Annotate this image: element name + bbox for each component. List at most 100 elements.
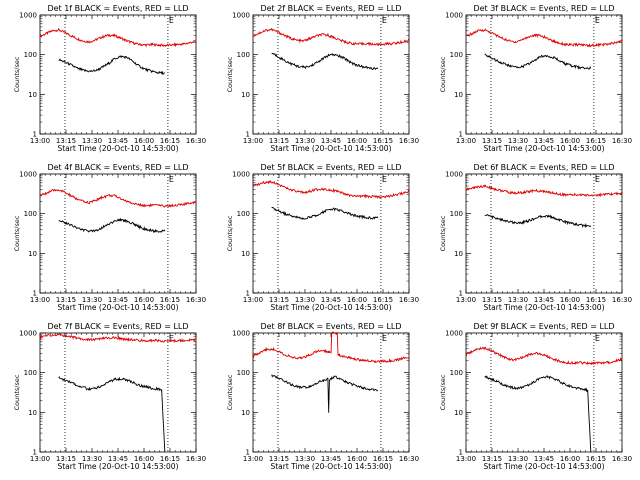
series-line-events bbox=[271, 374, 379, 413]
series-line-events bbox=[58, 55, 166, 76]
x-tick-label: 13:30 bbox=[82, 296, 102, 304]
x-tick-label: 13:45 bbox=[534, 455, 554, 463]
y-tick-label: 10 bbox=[28, 250, 37, 258]
x-tick-label: 13:45 bbox=[321, 455, 341, 463]
chart-title: Det 4f BLACK = Events, RED = LLD bbox=[47, 163, 188, 172]
y-tick-label: 1 bbox=[459, 449, 463, 457]
x-tick-label: 16:15 bbox=[160, 296, 180, 304]
x-tick-label: 13:00 bbox=[456, 455, 476, 463]
x-tick-label: 13:15 bbox=[269, 137, 289, 145]
y-tick-label: 100 bbox=[450, 51, 463, 59]
plot-frame bbox=[252, 173, 410, 294]
x-tick-label: 16:00 bbox=[347, 455, 367, 463]
series-line-lld bbox=[465, 346, 623, 366]
series-line-events bbox=[484, 374, 592, 453]
x-tick-label: 16:00 bbox=[347, 137, 367, 145]
x-axis-label: Start Time (20-Oct-10 14:53:00) bbox=[57, 144, 178, 153]
x-tick-label: 13:45 bbox=[108, 137, 128, 145]
series-line-lld bbox=[39, 188, 197, 208]
y-tick-label: 1 bbox=[459, 131, 463, 139]
y-axis-label: Counts/sec bbox=[439, 56, 447, 92]
plot-frame bbox=[39, 14, 197, 135]
x-tick-label: 13:30 bbox=[295, 455, 315, 463]
x-tick-label: 16:30 bbox=[399, 455, 419, 463]
x-tick-label: 13:30 bbox=[295, 296, 315, 304]
series-line-lld bbox=[39, 333, 197, 344]
series-line-lld bbox=[39, 27, 197, 48]
y-tick-label: 100 bbox=[24, 51, 37, 59]
series-line-lld bbox=[252, 331, 410, 364]
x-tick-label: 13:45 bbox=[108, 296, 128, 304]
x-tick-label: 13:15 bbox=[56, 455, 76, 463]
chart-title: Det 7f BLACK = Events, RED = LLD bbox=[47, 322, 188, 331]
y-axis-label: Counts/sec bbox=[13, 56, 21, 92]
x-axis-label: Start Time (20-Oct-10 14:53:00) bbox=[270, 144, 391, 153]
x-axis-label: Start Time (20-Oct-10 14:53:00) bbox=[57, 303, 178, 312]
y-tick-label: 1000 bbox=[19, 171, 37, 179]
x-tick-label: 16:15 bbox=[160, 137, 180, 145]
y-tick-label: 1000 bbox=[445, 12, 463, 20]
x-tick-label: 16:30 bbox=[186, 137, 206, 145]
x-tick-label: 16:15 bbox=[373, 137, 393, 145]
x-tick-label: 13:00 bbox=[30, 455, 50, 463]
x-tick-label: 13:30 bbox=[295, 137, 315, 145]
series-line-events bbox=[271, 206, 379, 221]
event-marker-label: E bbox=[169, 334, 174, 343]
x-tick-label: 13:45 bbox=[534, 296, 554, 304]
series-line-events bbox=[484, 53, 592, 70]
event-marker-label: E bbox=[382, 175, 387, 184]
y-tick-label: 100 bbox=[237, 210, 250, 218]
x-tick-label: 13:45 bbox=[108, 455, 128, 463]
y-tick-label: 1000 bbox=[232, 330, 250, 338]
x-tick-label: 16:15 bbox=[373, 296, 393, 304]
chart-title: Det 5f BLACK = Events, RED = LLD bbox=[260, 163, 401, 172]
y-tick-label: 100 bbox=[24, 369, 37, 377]
y-tick-label: 10 bbox=[28, 91, 37, 99]
y-axis-label: Counts/sec bbox=[439, 374, 447, 410]
chart-panel-8: Det 8f BLACK = Events, RED = LLD 1 10 100 10… bbox=[226, 322, 419, 471]
plot-frame bbox=[39, 332, 197, 453]
x-tick-label: 13:00 bbox=[30, 137, 50, 145]
y-tick-label: 100 bbox=[237, 51, 250, 59]
x-axis-label: Start Time (20-Oct-10 14:53:00) bbox=[270, 303, 391, 312]
y-axis-label: Counts/sec bbox=[13, 374, 21, 410]
y-tick-label: 10 bbox=[241, 409, 250, 417]
x-tick-label: 13:30 bbox=[82, 137, 102, 145]
x-tick-label: 16:15 bbox=[373, 455, 393, 463]
x-tick-label: 13:00 bbox=[456, 137, 476, 145]
chart-panel-5: Det 5f BLACK = Events, RED = LLD 1 10 100 10… bbox=[226, 163, 419, 312]
x-tick-label: 13:00 bbox=[243, 455, 263, 463]
x-tick-label: 16:15 bbox=[586, 455, 606, 463]
series-line-events bbox=[484, 213, 592, 229]
event-marker-label: E bbox=[382, 16, 387, 25]
y-tick-label: 1 bbox=[246, 131, 250, 139]
y-tick-label: 10 bbox=[454, 409, 463, 417]
y-axis-label: Counts/sec bbox=[226, 215, 234, 251]
x-tick-label: 13:15 bbox=[269, 455, 289, 463]
y-axis-label: Counts/sec bbox=[13, 215, 21, 251]
chart-panel-3: Det 3f BLACK = Events, RED = LLD 1 10 100 10… bbox=[439, 4, 632, 153]
x-tick-label: 13:00 bbox=[243, 296, 263, 304]
x-tick-label: 16:15 bbox=[160, 455, 180, 463]
plot-frame bbox=[252, 14, 410, 135]
series-line-events bbox=[271, 52, 379, 71]
x-tick-label: 16:30 bbox=[399, 137, 419, 145]
x-tick-label: 13:15 bbox=[482, 296, 502, 304]
x-tick-label: 13:45 bbox=[321, 296, 341, 304]
x-axis-label: Start Time (20-Oct-10 14:53:00) bbox=[270, 462, 391, 471]
x-tick-label: 13:30 bbox=[508, 296, 528, 304]
y-tick-label: 1 bbox=[33, 449, 37, 457]
chart-panel-6: Det 6f BLACK = Events, RED = LLD 1 10 100 10… bbox=[439, 163, 632, 312]
series-line-lld bbox=[252, 27, 410, 47]
y-tick-label: 100 bbox=[24, 210, 37, 218]
x-tick-label: 13:30 bbox=[508, 455, 528, 463]
x-tick-label: 16:30 bbox=[399, 296, 419, 304]
chart-panel-1: Det 1f BLACK = Events, RED = LLD 1 10 100 10… bbox=[13, 4, 206, 153]
x-tick-label: 13:00 bbox=[456, 296, 476, 304]
y-tick-label: 10 bbox=[454, 250, 463, 258]
series-line-lld bbox=[465, 184, 623, 198]
y-axis-label: Counts/sec bbox=[439, 215, 447, 251]
x-tick-label: 13:15 bbox=[56, 296, 76, 304]
y-tick-label: 1 bbox=[246, 290, 250, 298]
